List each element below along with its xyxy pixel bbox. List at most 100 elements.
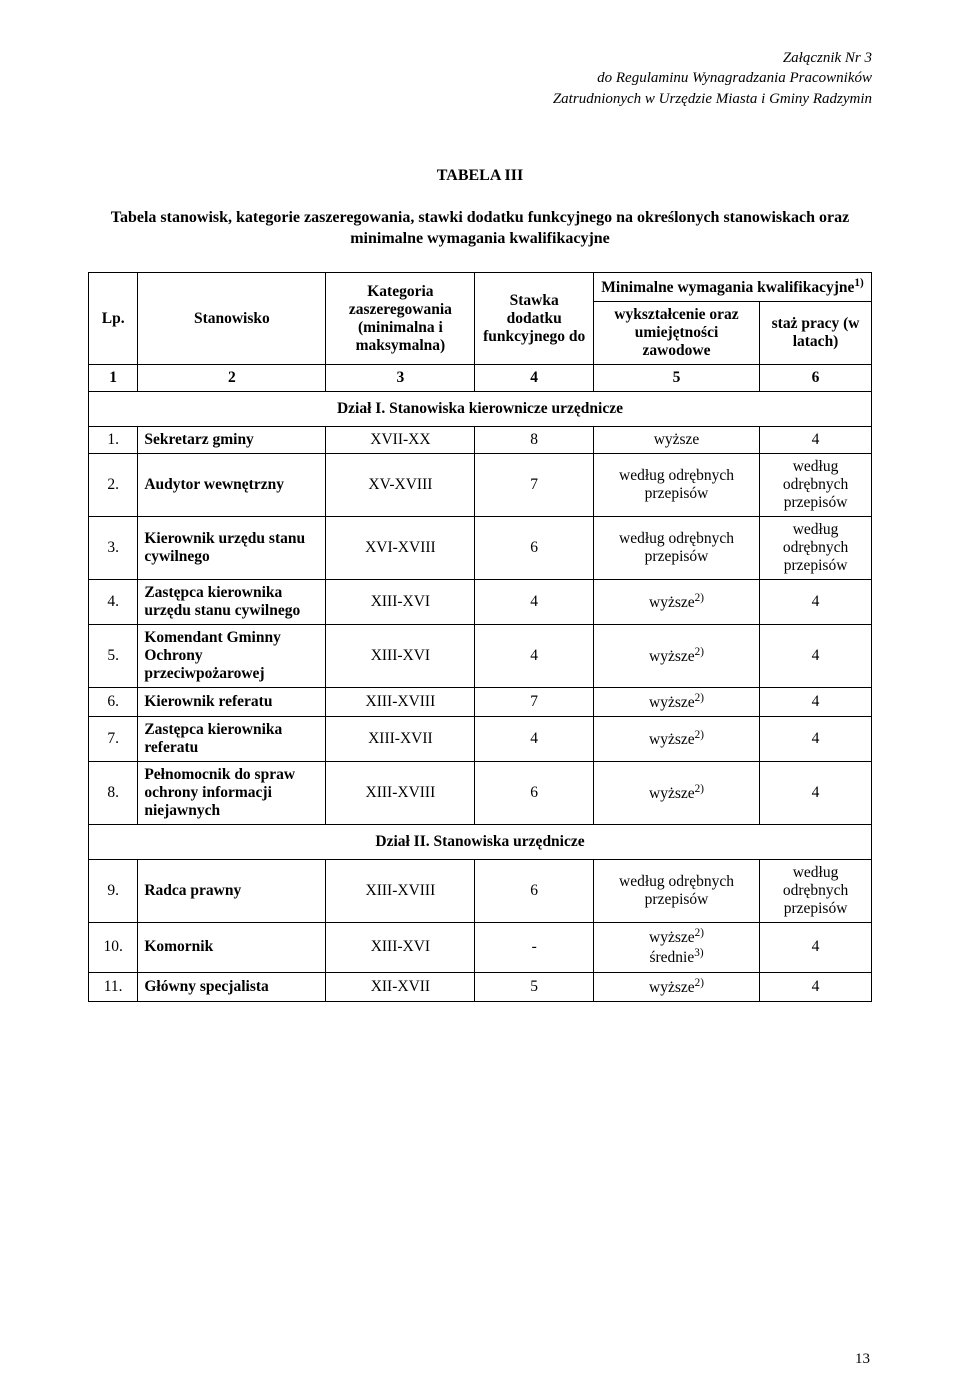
table-row: 9. Radca prawny XIII-XVIII 6 według odrę… (89, 860, 872, 923)
col-minimalne-sup: 1) (854, 277, 863, 289)
cell-stw: 8 (475, 427, 594, 454)
cell-lp: 11. (89, 972, 138, 1001)
cell-wyk: według odrębnych przepisów (593, 860, 759, 923)
cell-lp: 1. (89, 427, 138, 454)
cell-stan: Zastępca kierownika urzędu stanu cywilne… (138, 580, 326, 625)
cell-wyk-sup: 2) (695, 646, 704, 658)
cell-stan-text: Sekretarz gminy (144, 431, 253, 448)
cell-wyk: według odrębnych przepisów (593, 517, 759, 580)
cell-kat: XIII-XVIII (326, 688, 475, 717)
col-staz: staż pracy (w latach) (760, 302, 872, 365)
header-line2: do Regulaminu Wynagradzania Pracowników (597, 70, 872, 86)
cell-stan-text: Kierownik referatu (144, 693, 272, 710)
attachment-header: Załącznik Nr 3 do Regulaminu Wynagradzan… (88, 48, 872, 109)
cell-stan-text: Radca prawny (144, 882, 241, 899)
col-minimalne: Minimalne wymagania kwalifikacyjne1) (593, 272, 871, 301)
col-stawka: Stawka dodatku funkcyjnego do (475, 272, 594, 364)
cell-wyk-sup: 2) (695, 692, 704, 704)
cell-wyk: wyższe2) (593, 762, 759, 825)
cell-lp: 2. (89, 454, 138, 517)
cell-stan: Pełnomocnik do spraw ochrony informacji … (138, 762, 326, 825)
cell-staz: 4 (760, 972, 872, 1001)
cell-wyk: wyższe2) średnie3) (593, 923, 759, 972)
cell-stan: Sekretarz gminy (138, 427, 326, 454)
cell-staz: 4 (760, 688, 872, 717)
cell-kat: XV-XVIII (326, 454, 475, 517)
cell-wyk-b: średnie (649, 950, 694, 967)
cell-stw: 7 (475, 454, 594, 517)
cell-stan-text: Kierownik urzędu stanu cywilnego (144, 530, 305, 565)
cell-lp: 3. (89, 517, 138, 580)
cell-wyk: wyższe2) (593, 625, 759, 688)
header-row-numbers: 1 2 3 4 5 6 (89, 365, 872, 392)
table-title: Tabela stanowisk, kategorie zaszeregowan… (88, 207, 872, 250)
positions-table: Lp. Stanowisko Kategoria zaszeregowania … (88, 272, 872, 1002)
cell-stan-text: Główny specjalista (144, 978, 268, 995)
coln-3: 3 (326, 365, 475, 392)
cell-wyk-a: wyższe (649, 929, 695, 946)
cell-stan-text: Komornik (144, 938, 213, 955)
cell-stw: 4 (475, 580, 594, 625)
table-row: 8. Pełnomocnik do spraw ochrony informac… (89, 762, 872, 825)
cell-stw: 7 (475, 688, 594, 717)
table-row: 6. Kierownik referatu XIII-XVIII 7 wyższ… (89, 688, 872, 717)
cell-wyk-text: wyższe (649, 785, 695, 802)
cell-staz: według odrębnych przepisów (760, 860, 872, 923)
section-2-label: Dział II. Stanowiska urzędnicze (89, 825, 872, 860)
cell-wyk-text: wyższe (649, 979, 695, 996)
coln-6: 6 (760, 365, 872, 392)
cell-staz: według odrębnych przepisów (760, 517, 872, 580)
col-wyksztalcenie: wykształcenie oraz umiejętności zawodowe (593, 302, 759, 365)
cell-lp: 6. (89, 688, 138, 717)
table-row: 10. Komornik XIII-XVI - wyższe2) średnie… (89, 923, 872, 972)
cell-stan: Główny specjalista (138, 972, 326, 1001)
cell-lp: 8. (89, 762, 138, 825)
cell-wyk-b-sup: 3) (694, 947, 703, 959)
cell-stan-text: Zastępca kierownika urzędu stanu cywilne… (144, 584, 300, 619)
header-row-1: Lp. Stanowisko Kategoria zaszeregowania … (89, 272, 872, 301)
cell-wyk-text: wyższe (649, 731, 695, 748)
cell-stw: 4 (475, 717, 594, 762)
page-number: 13 (855, 1351, 870, 1368)
cell-stw: 5 (475, 972, 594, 1001)
cell-wyk: wyższe2) (593, 717, 759, 762)
cell-stw: 6 (475, 762, 594, 825)
cell-wyk: wyższe2) (593, 688, 759, 717)
section-1-label: Dział I. Stanowiska kierownicze urzędnic… (89, 392, 872, 427)
cell-kat: XIII-XVI (326, 625, 475, 688)
document-page: Załącznik Nr 3 do Regulaminu Wynagradzan… (0, 0, 960, 1392)
cell-wyk-text: wyższe (649, 648, 695, 665)
cell-stan: Zastępca kierownika referatu (138, 717, 326, 762)
cell-stw: 4 (475, 625, 594, 688)
cell-wyk: według odrębnych przepisów (593, 454, 759, 517)
cell-stan-text: Pełnomocnik do spraw ochrony informacji … (144, 766, 295, 819)
cell-stan-text: Audytor wewnętrzny (144, 476, 284, 493)
cell-wyk-sup: 2) (695, 729, 704, 741)
section-1-row: Dział I. Stanowiska kierownicze urzędnic… (89, 392, 872, 427)
cell-staz: 4 (760, 717, 872, 762)
coln-5: 5 (593, 365, 759, 392)
cell-wyk-sup: 2) (695, 977, 704, 989)
col-minimalne-text: Minimalne wymagania kwalifikacyjne (601, 279, 854, 296)
table-row: 1. Sekretarz gminy XVII-XX 8 wyższe 4 (89, 427, 872, 454)
cell-wyk-sup: 2) (695, 783, 704, 795)
cell-kat: XII-XVII (326, 972, 475, 1001)
table-row: 11. Główny specjalista XII-XVII 5 wyższe… (89, 972, 872, 1001)
cell-stan: Komendant Gminny Ochrony przeciwpożarowe… (138, 625, 326, 688)
cell-lp: 10. (89, 923, 138, 972)
cell-staz: według odrębnych przepisów (760, 454, 872, 517)
cell-kat: XIII-XVIII (326, 762, 475, 825)
table-row: 4. Zastępca kierownika urzędu stanu cywi… (89, 580, 872, 625)
table-row: 3. Kierownik urzędu stanu cywilnego XVI-… (89, 517, 872, 580)
cell-kat: XVI-XVIII (326, 517, 475, 580)
cell-staz: 4 (760, 625, 872, 688)
cell-wyk: wyższe (593, 427, 759, 454)
cell-wyk-text: wyższe (649, 694, 695, 711)
cell-lp: 7. (89, 717, 138, 762)
cell-wyk-sup: 2) (695, 592, 704, 604)
cell-staz: 4 (760, 762, 872, 825)
col-kategoria: Kategoria zaszeregowania (minimalna i ma… (326, 272, 475, 364)
cell-staz: 4 (760, 427, 872, 454)
cell-wyk: wyższe2) (593, 580, 759, 625)
cell-lp: 5. (89, 625, 138, 688)
